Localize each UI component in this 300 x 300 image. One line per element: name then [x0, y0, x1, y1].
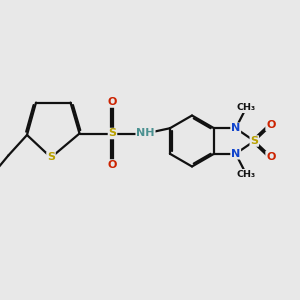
- Text: S: S: [250, 136, 258, 146]
- Text: N: N: [231, 149, 240, 159]
- Text: CH₃: CH₃: [237, 103, 256, 112]
- Text: S: S: [109, 128, 116, 139]
- Text: S: S: [47, 152, 55, 163]
- Text: CH₃: CH₃: [237, 169, 256, 178]
- Text: O: O: [266, 120, 275, 130]
- Text: O: O: [108, 160, 117, 170]
- Text: O: O: [266, 152, 275, 162]
- Text: O: O: [108, 97, 117, 107]
- Text: N: N: [231, 123, 240, 133]
- Text: NH: NH: [136, 128, 155, 139]
